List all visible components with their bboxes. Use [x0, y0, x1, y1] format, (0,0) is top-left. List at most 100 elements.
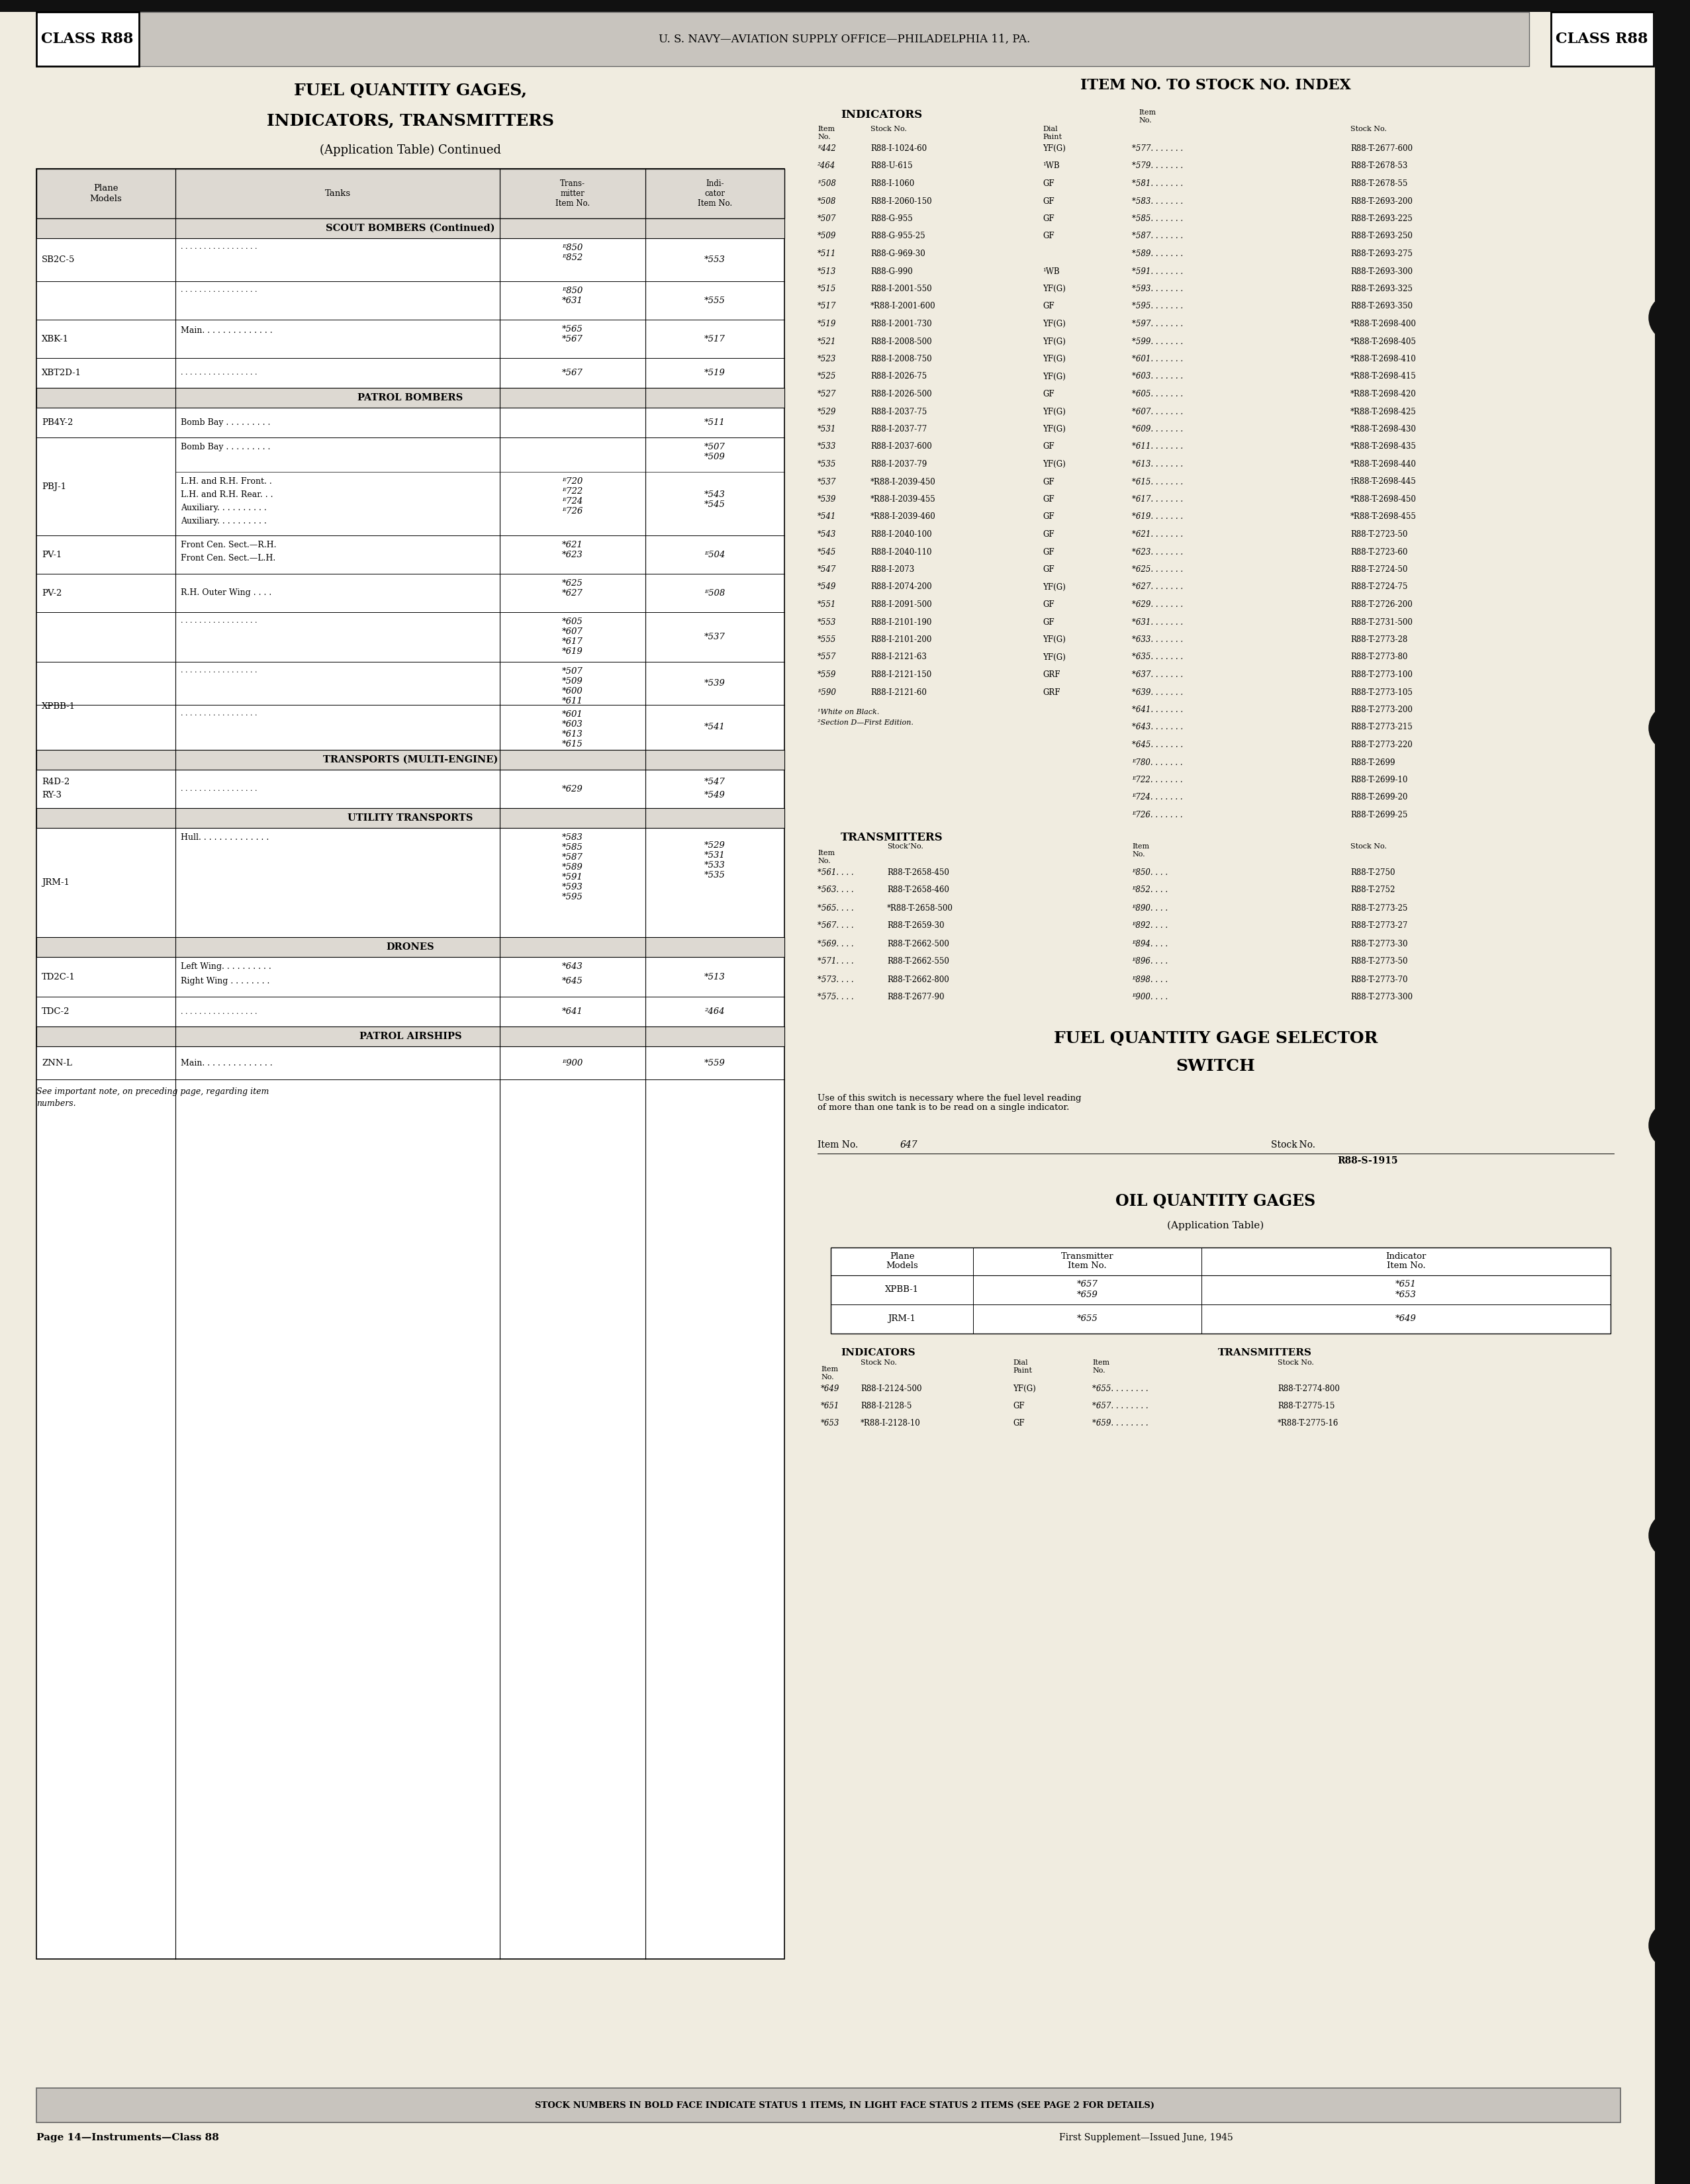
Text: XBT2D-1: XBT2D-1 [42, 369, 81, 378]
Text: *549: *549 [818, 583, 837, 592]
Text: *517: *517 [818, 301, 837, 310]
Text: *R88-I-2039-450: *R88-I-2039-450 [870, 478, 936, 487]
Text: *511: *511 [705, 419, 725, 426]
Text: PB4Y-2: PB4Y-2 [42, 419, 73, 426]
Text: CLASS R88: CLASS R88 [41, 33, 134, 46]
Text: YF(G): YF(G) [1043, 354, 1066, 363]
Text: R88-T-2662-800: R88-T-2662-800 [887, 976, 950, 983]
Text: *575. . . .: *575. . . . [818, 994, 853, 1002]
Text: YF(G): YF(G) [1043, 636, 1066, 644]
Text: YF(G): YF(G) [1043, 461, 1066, 470]
Text: YF(G): YF(G) [1043, 371, 1066, 380]
Text: *641. . . . . . .: *641. . . . . . . [1132, 705, 1183, 714]
Text: ᴱ720
ᴱ722
ᴱ724
ᴱ726: ᴱ720 ᴱ722 ᴱ724 ᴱ726 [563, 476, 583, 515]
Text: R88-G-955: R88-G-955 [870, 214, 913, 223]
Text: *507
*509
*600
*611: *507 *509 *600 *611 [563, 666, 583, 705]
Text: ᴱ442: ᴱ442 [818, 144, 837, 153]
Text: . . . . . . . . . . . . . . . . .: . . . . . . . . . . . . . . . . . [181, 245, 257, 251]
Text: GF: GF [1043, 548, 1055, 557]
Text: Transmitter
Item No.: Transmitter Item No. [1061, 1251, 1114, 1271]
Text: Front Cen. Sect.—L.H.: Front Cen. Sect.—L.H. [181, 555, 275, 563]
Text: Item
No.: Item No. [1139, 109, 1156, 124]
Text: *517: *517 [705, 334, 725, 343]
Text: *605. . . . . . .: *605. . . . . . . [1132, 389, 1183, 397]
Text: ²464: ²464 [818, 162, 835, 170]
Text: *643. . . . . . .: *643. . . . . . . [1132, 723, 1183, 732]
Text: *609. . . . . . .: *609. . . . . . . [1132, 426, 1183, 432]
Bar [37, 1026, 784, 1046]
Text: YF(G): YF(G) [1043, 653, 1066, 662]
Text: R88-I-2121-150: R88-I-2121-150 [870, 670, 931, 679]
Text: Plane
Models: Plane Models [886, 1251, 918, 1271]
Text: *583. . . . . . .: *583. . . . . . . [1132, 197, 1183, 205]
Text: R88-T-2773-100: R88-T-2773-100 [1350, 670, 1413, 679]
Text: CLASS R88: CLASS R88 [1556, 33, 1648, 46]
Text: *591. . . . . . .: *591. . . . . . . [1132, 266, 1183, 275]
Text: . . . . . . . . . . . . . . . . .: . . . . . . . . . . . . . . . . . [181, 1009, 257, 1016]
Text: ᴱ590: ᴱ590 [818, 688, 837, 697]
Text: *R88-I-2001-600: *R88-I-2001-600 [870, 301, 936, 310]
Text: GF: GF [1043, 214, 1055, 223]
Text: *R88-T-2698-435: *R88-T-2698-435 [1350, 443, 1416, 452]
Text: R88-I-1060: R88-I-1060 [870, 179, 914, 188]
Text: YF(G): YF(G) [1043, 284, 1066, 293]
Text: *549: *549 [705, 791, 725, 799]
Text: R88-G-955-25: R88-G-955-25 [870, 232, 924, 240]
Text: *635. . . . . . .: *635. . . . . . . [1132, 653, 1183, 662]
Text: R88-T-2693-275: R88-T-2693-275 [1350, 249, 1413, 258]
Text: YF(G): YF(G) [1043, 583, 1066, 592]
Text: ᴱ896. . . .: ᴱ896. . . . [1132, 957, 1168, 965]
Text: R88-T-2699: R88-T-2699 [1350, 758, 1394, 767]
Text: *533: *533 [818, 443, 837, 452]
Text: *633. . . . . . .: *633. . . . . . . [1132, 636, 1183, 644]
Text: GF: GF [1043, 601, 1055, 609]
Text: *553: *553 [705, 256, 725, 264]
Text: *629. . . . . . .: *629. . . . . . . [1132, 601, 1183, 609]
Text: ²Section D—First Edition.: ²Section D—First Edition. [818, 719, 913, 725]
Text: DRONES: DRONES [387, 943, 434, 952]
Text: R88-T-2658-460: R88-T-2658-460 [887, 887, 950, 895]
Text: Item No.: Item No. [818, 1140, 859, 1149]
Text: R88-I-1024-60: R88-I-1024-60 [870, 144, 926, 153]
Text: R88-T-2659-30: R88-T-2659-30 [887, 922, 945, 930]
Text: First Supplement—Issued June, 1945: First Supplement—Issued June, 1945 [1060, 2134, 1234, 2143]
Text: TRANSMITTERS: TRANSMITTERS [840, 832, 943, 843]
Text: ᴱ850
*631: ᴱ850 *631 [563, 286, 583, 306]
Text: R88-T-2773-300: R88-T-2773-300 [1350, 994, 1413, 1002]
Text: UTILITY TRANSPORTS: UTILITY TRANSPORTS [348, 812, 473, 823]
Text: ᴱ726. . . . . . .: ᴱ726. . . . . . . [1132, 810, 1183, 819]
Text: R88-T-2693-200: R88-T-2693-200 [1350, 197, 1413, 205]
Text: *589. . . . . . .: *589. . . . . . . [1132, 249, 1183, 258]
Text: PV-1: PV-1 [42, 550, 63, 559]
Text: R.H. Outer Wing . . . .: R.H. Outer Wing . . . . [181, 590, 272, 596]
Text: *657
*659: *657 *659 [1077, 1280, 1098, 1299]
Text: *543
*545: *543 *545 [705, 491, 725, 509]
Text: R88-I-2037-75: R88-I-2037-75 [870, 408, 926, 415]
Text: *567: *567 [563, 369, 583, 378]
Text: TD2C-1: TD2C-1 [42, 972, 76, 981]
Text: *649: *649 [821, 1385, 840, 1393]
Text: Main. . . . . . . . . . . . . .: Main. . . . . . . . . . . . . . [181, 1059, 272, 1068]
Text: *577. . . . . . .: *577. . . . . . . [1132, 144, 1183, 153]
Text: Right Wing . . . . . . . .: Right Wing . . . . . . . . [181, 976, 270, 985]
Text: *R88-T-2658-500: *R88-T-2658-500 [887, 904, 953, 913]
Text: *529
*531
*533
*535: *529 *531 *533 *535 [705, 841, 725, 880]
Text: ᴱ850
ᴱ852: ᴱ850 ᴱ852 [563, 245, 583, 262]
Text: RY-3: RY-3 [42, 791, 61, 799]
Text: *R88-I-2039-455: *R88-I-2039-455 [870, 496, 936, 505]
Text: *569. . . .: *569. . . . [818, 939, 853, 948]
Text: ¹WB: ¹WB [1043, 162, 1060, 170]
Text: ᴱ504: ᴱ504 [705, 550, 725, 559]
Text: R88-T-2699-20: R88-T-2699-20 [1350, 793, 1408, 802]
Text: R88-I-2074-200: R88-I-2074-200 [870, 583, 931, 592]
Text: PATROL AIRSHIPS: PATROL AIRSHIPS [360, 1031, 461, 1042]
Text: Stock No.: Stock No. [1271, 1140, 1315, 1149]
Text: Auxiliary. . . . . . . . . .: Auxiliary. . . . . . . . . . [181, 518, 267, 526]
Bar [1551, 11, 1653, 66]
Text: Bomb Bay . . . . . . . . .: Bomb Bay . . . . . . . . . [181, 443, 270, 452]
Text: *629: *629 [563, 784, 583, 793]
Text: *651
*653: *651 *653 [1396, 1280, 1416, 1299]
Text: *555: *555 [705, 297, 725, 306]
Text: *R88-T-2698-410: *R88-T-2698-410 [1350, 354, 1416, 363]
Text: *583
*585
*587
*589
*591
*593
*595: *583 *585 *587 *589 *591 *593 *595 [563, 834, 583, 902]
